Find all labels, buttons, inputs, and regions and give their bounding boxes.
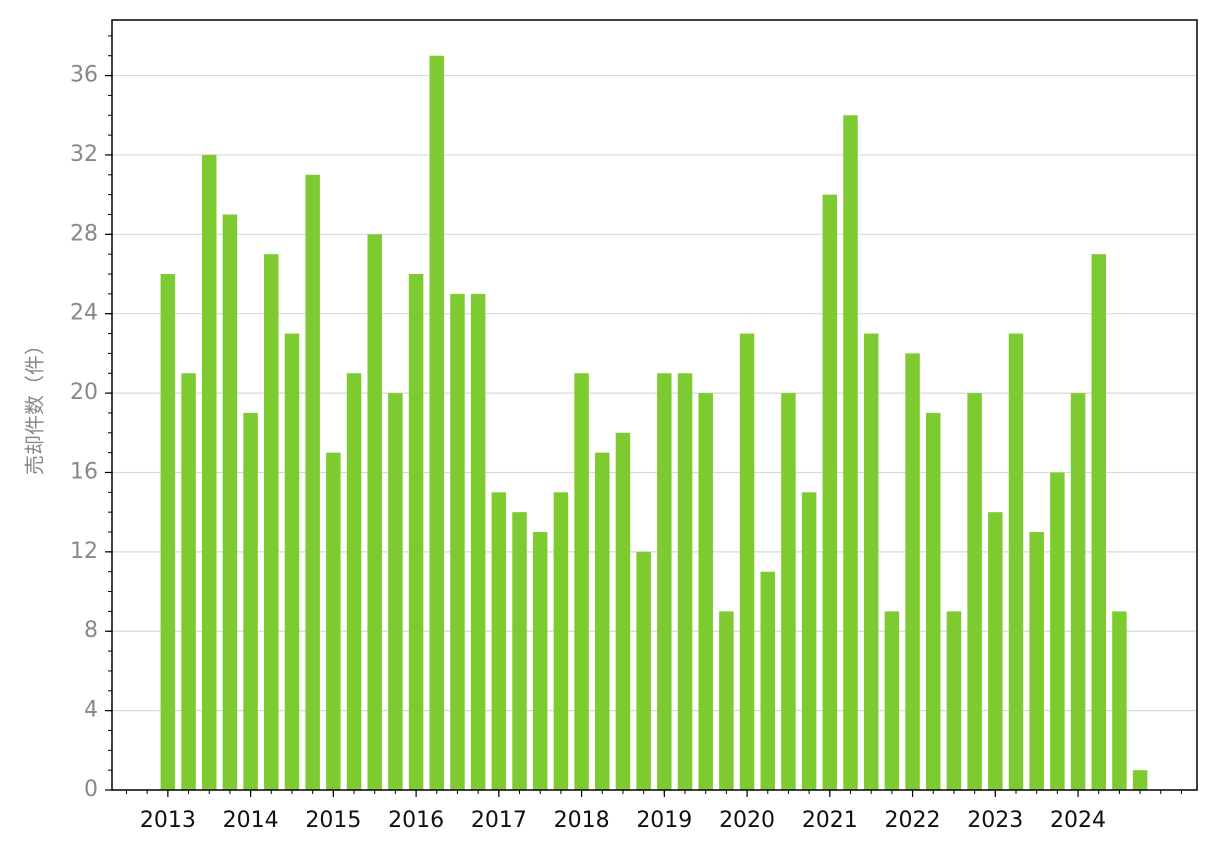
x-tick-label: 2019	[636, 808, 692, 833]
x-tick-label: 2023	[967, 808, 1023, 833]
bar	[926, 412, 941, 790]
y-tick-label: 8	[84, 618, 98, 643]
bar	[843, 115, 858, 790]
bar	[760, 571, 775, 790]
bar	[574, 373, 589, 790]
y-tick-label: 28	[70, 221, 98, 246]
bar	[284, 333, 300, 790]
bar	[243, 412, 258, 790]
y-tick-label: 32	[70, 142, 98, 167]
bar	[1050, 472, 1065, 790]
bar	[512, 512, 527, 790]
bar	[1070, 393, 1086, 790]
bar	[967, 393, 982, 790]
y-tick-label: 4	[84, 698, 98, 723]
bar	[346, 373, 362, 790]
y-axis-label: 売却件数（件）	[23, 335, 47, 475]
x-tick-label: 2024	[1050, 808, 1106, 833]
bar	[429, 55, 445, 790]
bar	[470, 293, 486, 790]
x-tick-label: 2020	[719, 808, 775, 833]
bar	[739, 333, 755, 790]
bar	[450, 293, 465, 790]
bar	[677, 373, 693, 790]
x-tick-label: 2013	[140, 808, 196, 833]
bar	[905, 353, 920, 790]
bar	[264, 254, 279, 790]
x-tick-label: 2018	[554, 808, 610, 833]
bar	[657, 373, 672, 790]
bar	[532, 532, 548, 790]
bar	[595, 452, 610, 790]
bar	[1091, 254, 1106, 790]
bar	[408, 274, 424, 790]
x-tick-label: 2016	[388, 808, 444, 833]
y-tick-label: 16	[70, 459, 98, 484]
bar	[801, 492, 817, 790]
bar	[1112, 611, 1127, 790]
bar	[491, 492, 507, 790]
bar	[863, 333, 879, 790]
bar	[160, 274, 176, 790]
bar	[201, 154, 217, 790]
bar	[553, 492, 569, 790]
bar	[1132, 770, 1148, 790]
bar	[1029, 532, 1044, 790]
bar	[781, 393, 796, 790]
bar	[181, 373, 196, 790]
bar	[305, 174, 320, 790]
y-tick-label: 12	[70, 539, 98, 564]
bar	[388, 393, 403, 790]
y-tick-label: 20	[70, 380, 98, 405]
bar	[326, 452, 341, 790]
y-tick-label: 0	[84, 777, 98, 802]
bar	[222, 214, 238, 790]
bar	[719, 611, 734, 790]
bar	[946, 611, 962, 790]
x-tick-label: 2015	[305, 808, 361, 833]
x-tick-label: 2021	[802, 808, 858, 833]
x-tick-label: 2014	[223, 808, 279, 833]
y-tick-label: 36	[70, 63, 98, 88]
plot-frame	[111, 19, 1198, 791]
bar	[1008, 333, 1024, 790]
x-tick-label: 2022	[885, 808, 941, 833]
x-tick-label: 2017	[471, 808, 527, 833]
bar	[615, 432, 631, 790]
y-tick-label: 24	[70, 301, 98, 326]
bar	[988, 512, 1003, 790]
bar	[822, 194, 838, 791]
bar	[636, 551, 651, 790]
bar	[698, 393, 713, 790]
bar	[884, 611, 900, 790]
bar	[367, 234, 382, 790]
